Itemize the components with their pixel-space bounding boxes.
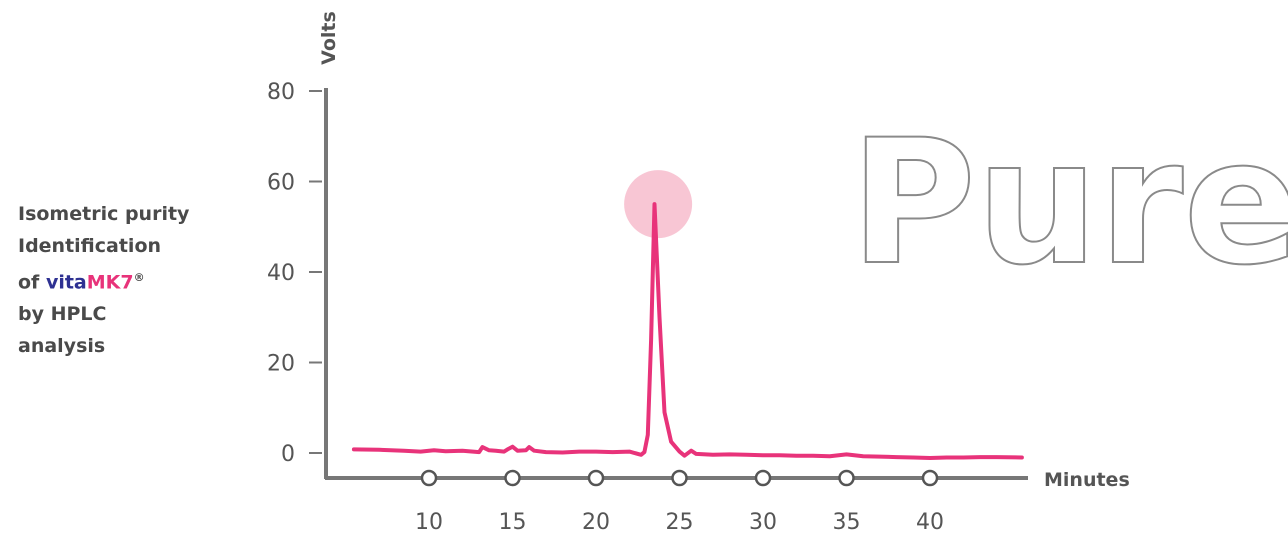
x-tick-label: 15: [499, 510, 527, 535]
side-label-line-3: of vitaMK7®: [18, 262, 189, 298]
chart-ticks: 0 20 40 60 80 10 15 20 25 30 35 40: [267, 80, 944, 535]
registered-mark: ®: [133, 271, 145, 284]
x-tick-label: 25: [666, 510, 694, 535]
x-tick-marker: [504, 469, 521, 487]
brand-vita: vita: [45, 271, 87, 294]
side-label-line-2: Identification: [18, 235, 162, 257]
x-tick-marker: [838, 469, 855, 487]
x-tick-marker: [921, 469, 939, 487]
x-tick-label: 30: [749, 510, 777, 535]
pure-watermark: Pure: [850, 102, 1288, 303]
brand-mk7: MK7: [86, 271, 134, 294]
y-tick-label: 0: [281, 442, 295, 467]
x-tick-marker: [671, 469, 688, 487]
side-label-line-1: Isometric purity: [18, 203, 190, 225]
side-label-line-5: analysis: [18, 335, 106, 358]
chromatogram-trace: [351, 202, 1024, 460]
x-axis-title: Minutes: [1044, 469, 1130, 491]
y-tick-label: 80: [267, 80, 295, 105]
y-tick-label: 60: [267, 171, 295, 196]
side-label-line-3-prefix: of: [18, 271, 46, 294]
x-tick-label: 35: [833, 510, 861, 535]
y-axis-title: Volts: [318, 11, 340, 65]
x-tick-marker: [754, 469, 772, 487]
x-tick-marker: [587, 469, 605, 487]
side-label-line-4: by HPLC: [18, 303, 107, 326]
x-tick-label: 10: [415, 510, 443, 535]
x-tick-marker: [420, 469, 438, 487]
peak-highlight: [624, 170, 693, 239]
x-tick-label: 40: [916, 510, 944, 535]
y-tick-label: 40: [267, 261, 295, 286]
y-tick-label: 20: [267, 352, 295, 377]
x-tick-label: 20: [582, 510, 610, 535]
side-label: Isometric purity Identification of vitaM…: [18, 198, 189, 362]
